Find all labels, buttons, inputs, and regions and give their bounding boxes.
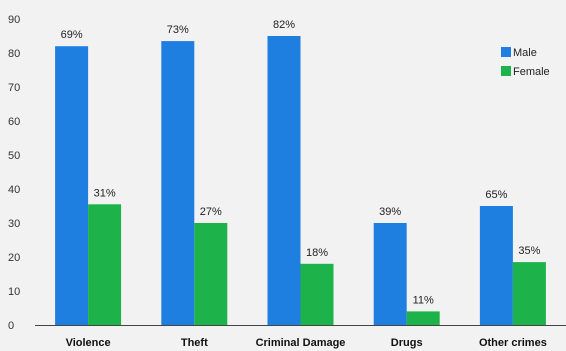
y-tick-label: 90 [8,14,20,26]
x-category-label: Violence [66,337,111,349]
legend-swatch-female [501,66,511,76]
bar-male-criminal-damage [267,36,301,325]
y-tick-label: 40 [8,184,20,196]
data-label: 39% [379,206,401,218]
bar-female-theft [194,223,228,325]
bars: 69% 31% 73% 27% 82% 18% 39% 11% 65% 35% [55,19,546,325]
legend-label-female: Female [513,66,550,78]
data-label: 31% [94,187,116,199]
y-tick-label: 20 [8,252,20,264]
data-label: 65% [485,189,507,201]
y-tick-label: 30 [8,218,20,230]
y-tick-label: 50 [8,150,20,162]
data-label: 69% [61,29,83,41]
x-category-label: Theft [181,337,208,349]
x-category-label: Other crimes [479,337,547,349]
bar-male-theft [161,41,195,325]
bar-female-drugs [406,311,440,325]
data-label: 82% [273,19,295,31]
data-label: 27% [200,206,222,218]
data-label: 11% [413,294,434,306]
bar-female-violence [88,204,122,325]
legend-label-male: Male [513,47,537,59]
y-tick-label: 60 [8,116,20,128]
data-label: 35% [518,245,540,257]
y-tick-label: 10 [8,286,20,298]
y-tick-label: 70 [8,82,20,94]
y-tick-label: 80 [8,48,20,60]
bar-female-criminal-damage [300,263,334,325]
x-category-label: Drugs [391,337,423,349]
x-category-label: Criminal Damage [256,337,346,349]
bar-male-drugs [373,223,407,325]
data-label: 18% [306,247,328,259]
bar-male-violence [55,46,89,325]
y-tick-label: 0 [8,320,14,332]
y-axis: 0 10 20 30 40 50 60 70 80 90 [8,14,20,332]
legend: Male Female [501,47,550,78]
x-axis: Violence Theft Criminal Damage Drugs Other c… [66,337,547,349]
data-label: 73% [167,24,189,36]
bar-female-other-crimes [512,262,546,325]
legend-swatch-male [501,47,511,57]
bar-male-other-crimes [479,206,513,325]
